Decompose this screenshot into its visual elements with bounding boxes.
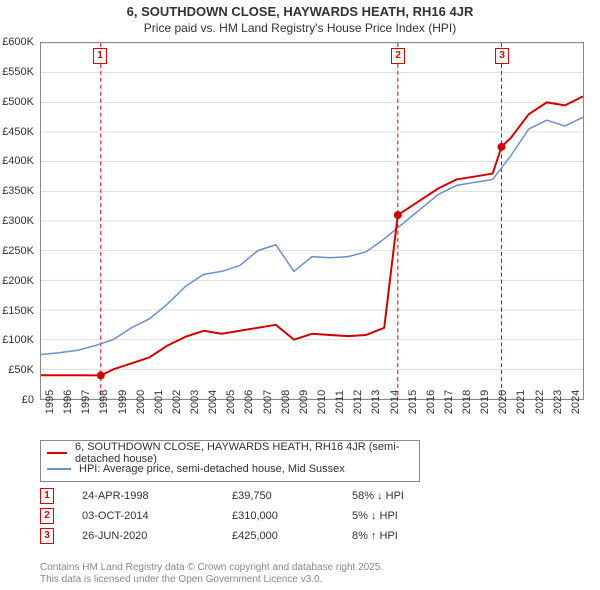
xtick-label: 1998 (98, 390, 110, 414)
event-delta-3: 8% ↑ HPI (352, 530, 472, 542)
xtick-label: 1995 (44, 390, 56, 414)
event-delta-1: 58% ↓ HPI (352, 490, 472, 502)
xtick-label: 1997 (80, 390, 92, 414)
xtick-label: 2019 (479, 390, 491, 414)
xtick-label: 1999 (117, 390, 129, 414)
footer-line2: This data is licensed under the Open Gov… (40, 574, 584, 586)
events-table: 1 24-APR-1998 £39,750 58% ↓ HPI 2 03-OCT… (40, 486, 584, 546)
xtick-label: 2018 (461, 390, 473, 414)
event-row-3: 3 26-JUN-2020 £425,000 8% ↑ HPI (40, 526, 584, 546)
legend-label-hpi: HPI: Average price, semi-detached house,… (79, 463, 345, 475)
xtick-label: 2000 (135, 390, 147, 414)
xtick-label: 2008 (280, 390, 292, 414)
ytick-label: £0 (22, 394, 34, 406)
xtick-label: 2011 (334, 390, 346, 414)
xtick-label: 2022 (534, 390, 546, 414)
ytick-label: £400K (2, 155, 34, 167)
xtick-label: 2016 (425, 390, 437, 414)
ytick-label: £300K (2, 215, 34, 227)
xtick-label: 2010 (316, 390, 328, 414)
ytick-label: £100K (2, 334, 34, 346)
xtick-label: 2020 (497, 390, 509, 414)
xtick-label: 2013 (370, 390, 382, 414)
event-delta-2: 5% ↓ HPI (352, 510, 472, 522)
xtick-label: 2015 (407, 390, 419, 414)
xtick-label: 2021 (515, 390, 527, 414)
xtick-label: 2003 (189, 390, 201, 414)
xtick-label: 2023 (552, 390, 564, 414)
footer-line1: Contains HM Land Registry data © Crown c… (40, 562, 584, 574)
event-row-2: 2 03-OCT-2014 £310,000 5% ↓ HPI (40, 506, 584, 526)
chart-container: £0£50K£100K£150K£200K£250K£300K£350K£400… (40, 42, 584, 400)
event-marker-box: 3 (495, 48, 509, 64)
chart-title-line1: 6, SOUTHDOWN CLOSE, HAYWARDS HEATH, RH16… (0, 4, 600, 19)
ytick-label: £350K (2, 185, 34, 197)
event-price-2: £310,000 (232, 510, 352, 522)
legend-swatch-hpi (47, 468, 71, 470)
event-num-1: 1 (40, 488, 54, 504)
xtick-label: 2002 (171, 390, 183, 414)
chart-title-line2: Price paid vs. HM Land Registry's House … (0, 21, 600, 35)
xtick-label: 2024 (570, 390, 582, 414)
xtick-label: 2009 (298, 390, 310, 414)
xtick-label: 2005 (225, 390, 237, 414)
event-price-3: £425,000 (232, 530, 352, 542)
xtick-label: 2014 (389, 390, 401, 414)
event-row-1: 1 24-APR-1998 £39,750 58% ↓ HPI (40, 486, 584, 506)
ytick-label: £450K (2, 126, 34, 138)
legend-row-property: 6, SOUTHDOWN CLOSE, HAYWARDS HEATH, RH16… (47, 445, 413, 461)
xtick-label: 2017 (443, 390, 455, 414)
event-date-1: 24-APR-1998 (82, 490, 232, 502)
ytick-label: £550K (2, 66, 34, 78)
plot-svg (40, 42, 584, 400)
xtick-label: 2001 (153, 390, 165, 414)
ytick-label: £150K (2, 305, 34, 317)
ytick-label: £600K (2, 36, 34, 48)
xtick-label: 2007 (262, 390, 274, 414)
event-num-2: 2 (40, 508, 54, 524)
footer: Contains HM Land Registry data © Crown c… (40, 562, 584, 586)
event-date-3: 26-JUN-2020 (82, 530, 232, 542)
xtick-label: 2004 (207, 390, 219, 414)
xtick-label: 2006 (243, 390, 255, 414)
ytick-label: £500K (2, 96, 34, 108)
legend: 6, SOUTHDOWN CLOSE, HAYWARDS HEATH, RH16… (40, 440, 420, 482)
legend-swatch-property (47, 452, 67, 454)
event-num-3: 3 (40, 528, 54, 544)
xtick-label: 1996 (62, 390, 74, 414)
event-date-2: 03-OCT-2014 (82, 510, 232, 522)
ytick-label: £50K (8, 364, 34, 376)
event-marker-box: 1 (93, 48, 107, 64)
xtick-label: 2012 (352, 390, 364, 414)
ytick-label: £250K (2, 245, 34, 257)
legend-label-property: 6, SOUTHDOWN CLOSE, HAYWARDS HEATH, RH16… (75, 441, 413, 465)
ytick-label: £200K (2, 275, 34, 287)
event-marker-box: 2 (391, 48, 405, 64)
event-price-1: £39,750 (232, 490, 352, 502)
